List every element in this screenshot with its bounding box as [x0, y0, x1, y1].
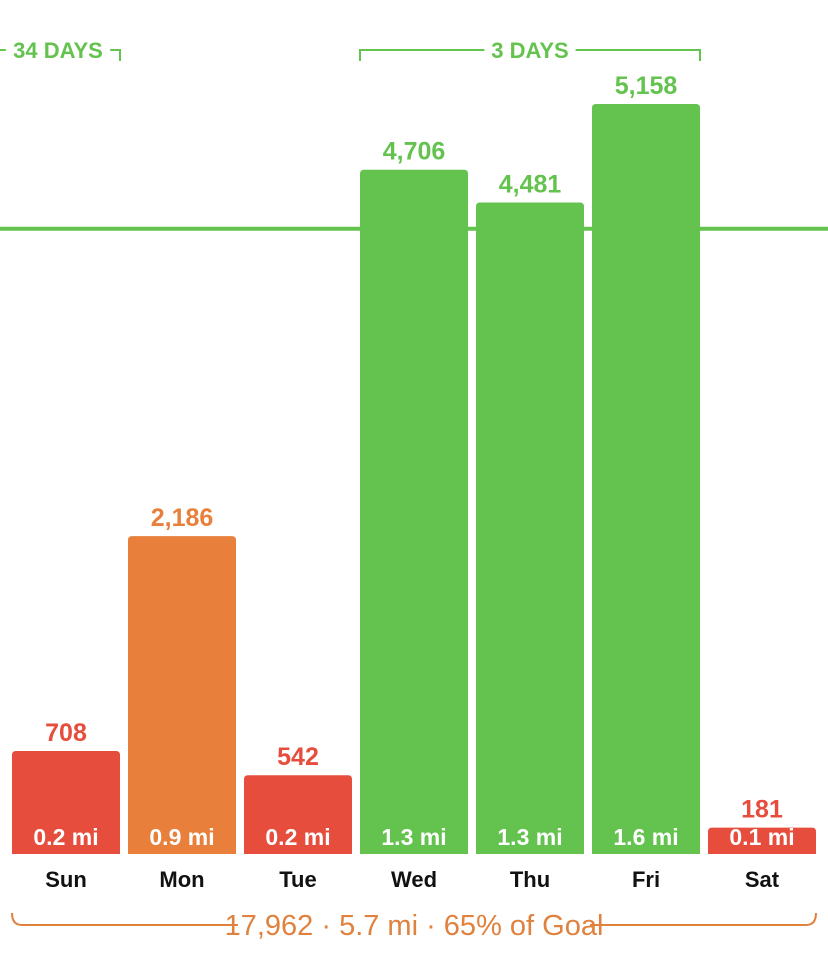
bar-value-label: 2,186 — [151, 504, 214, 532]
bar-distance-label: 1.3 mi — [381, 824, 446, 850]
bar-distance-label: 1.6 mi — [613, 824, 678, 850]
bar-value-label: 4,706 — [383, 138, 446, 166]
bar-value-label: 4,481 — [499, 170, 562, 198]
summary-bracket-right — [590, 912, 817, 926]
streak-bracket-0: 34 DAYS — [0, 38, 121, 63]
day-label-tue: Tue — [279, 867, 316, 892]
bar-thu — [476, 202, 584, 854]
day-label-sat: Sat — [745, 867, 780, 892]
bar-distance-label: 0.1 mi — [729, 824, 794, 850]
bar-distance-label: 0.2 mi — [33, 824, 98, 850]
summary-text: 17,962 · 5.7 mi · 65% of Goal — [225, 910, 604, 942]
bar-fri — [592, 104, 700, 854]
bar-value-label: 181 — [741, 796, 783, 824]
bar-wed — [360, 169, 468, 854]
bar-distance-label: 0.9 mi — [149, 824, 214, 850]
bar-mon — [128, 536, 236, 854]
bars: 708 0.2 mi Sun 2,186 0.9 mi Mon 542 0.2 mi Tue 4,… — [12, 72, 816, 892]
bar-value-label: 708 — [45, 719, 87, 747]
summary-bracket-left — [11, 912, 238, 926]
day-label-fri: Fri — [632, 867, 660, 892]
weekly-summary: 17,962 · 5.7 mi · 65% of Goal — [11, 910, 817, 942]
bar-sun — [12, 751, 120, 854]
day-label-mon: Mon — [159, 867, 204, 892]
bar-value-label: 5,158 — [615, 72, 678, 100]
bar-value-label: 542 — [277, 743, 319, 771]
streak-bracket-line — [359, 49, 701, 61]
streak-label: 34 DAYS — [13, 38, 103, 63]
streak-brackets: 34 DAYS 3 DAYS — [0, 38, 701, 63]
day-label-thu: Thu — [510, 867, 550, 892]
streak-bracket-1: 3 DAYS — [359, 38, 701, 63]
bar-tue — [244, 775, 352, 854]
bar-sat — [708, 827, 816, 854]
day-label-wed: Wed — [391, 867, 437, 892]
streak-label: 3 DAYS — [491, 38, 568, 63]
day-label-sun: Sun — [45, 867, 87, 892]
streak-bracket-line — [0, 49, 121, 61]
bar-distance-label: 0.2 mi — [265, 824, 330, 850]
bar-distance-label: 1.3 mi — [497, 824, 562, 850]
